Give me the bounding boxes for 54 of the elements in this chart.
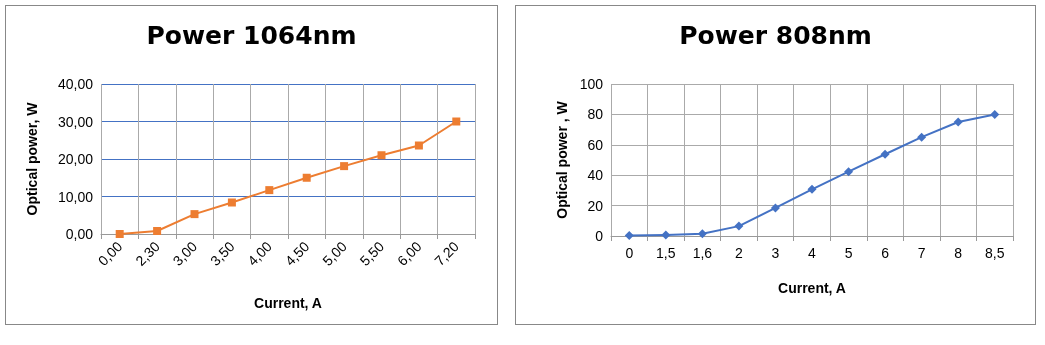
point <box>115 230 124 238</box>
y-tick-label: 20,00 <box>57 151 94 167</box>
x-tick-label: 4,50 <box>281 238 313 269</box>
point <box>661 230 671 240</box>
point <box>452 117 461 126</box>
x-tick-label: 5 <box>844 245 853 261</box>
x-tick-label: 4 <box>808 245 817 261</box>
x-axis-title: Current, A <box>254 295 322 311</box>
y-tick-label: 80 <box>587 106 604 123</box>
point <box>917 132 927 142</box>
x-tick-label: 2 <box>735 245 744 261</box>
point <box>807 184 817 194</box>
y-tick-label: 40,00 <box>57 76 94 92</box>
x-tick-label: 6,00 <box>394 238 425 269</box>
chart-title: Power 1064nm <box>146 21 357 50</box>
chart-title: Power 808nm <box>679 21 872 50</box>
y-tick-label: 100 <box>579 76 604 92</box>
point <box>953 117 963 127</box>
y-axis-title: Optical power, W <box>24 101 40 216</box>
x-tick-label: 7,20 <box>431 238 463 269</box>
x-tick-label: 6 <box>881 245 890 261</box>
y-tick-label: 30,00 <box>57 113 94 130</box>
x-tick-label: 4,00 <box>244 238 276 269</box>
point <box>340 162 349 171</box>
x-tick-label: 1,6 <box>692 245 713 261</box>
x-tick-label: 1,5 <box>656 245 676 261</box>
point <box>734 221 744 231</box>
point <box>265 186 274 195</box>
x-tick-label: 8,5 <box>984 245 1005 261</box>
x-axis-title: Current, A <box>778 280 846 296</box>
point <box>153 227 162 235</box>
x-tick-label: 0,00 <box>94 238 126 269</box>
x-tick-label: 0 <box>625 245 634 261</box>
x-tick-label: 7 <box>917 245 926 261</box>
point <box>880 149 890 159</box>
y-tick-label: 40 <box>587 167 604 184</box>
x-tick-label: 8 <box>954 245 963 261</box>
point <box>844 167 854 177</box>
y-tick-label: 0,00 <box>65 226 94 242</box>
y-axis-title: Optical power , W <box>553 100 570 219</box>
point <box>697 229 707 239</box>
x-tick-label: 3 <box>771 245 780 261</box>
y-tick-label: 60 <box>587 136 604 153</box>
point <box>302 173 311 182</box>
point <box>227 198 236 207</box>
point <box>190 210 199 219</box>
point <box>624 231 634 241</box>
point <box>770 203 780 213</box>
y-tick-label: 20 <box>587 197 604 214</box>
y-tick-label: 10,00 <box>57 188 94 205</box>
point <box>377 151 386 160</box>
point <box>990 109 1000 119</box>
y-tick-label: 0 <box>595 228 604 244</box>
point <box>414 141 423 150</box>
